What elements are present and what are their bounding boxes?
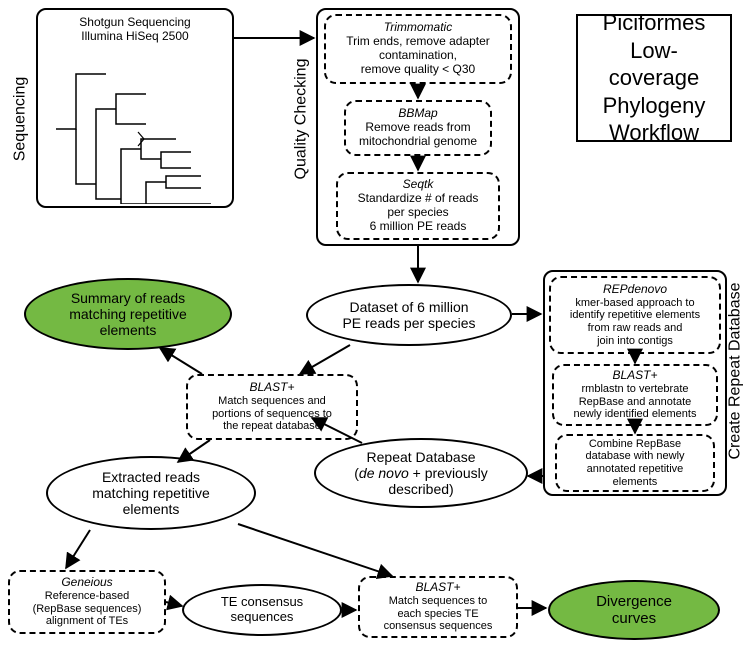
geneious-tool: Geneious — [61, 576, 112, 590]
extracted-l2: matching repetitive — [92, 485, 210, 501]
te-l1: TE consensus — [221, 595, 303, 610]
dataset-l1: Dataset of 6 million — [349, 299, 468, 315]
workflow-canvas: Piciformes Low-coverage Phylogeny Workfl… — [0, 0, 748, 664]
divergence-ellipse: Divergence curves — [548, 580, 720, 640]
summary-ellipse: Summary of reads matching repetitive ele… — [24, 278, 232, 350]
dataset-ellipse: Dataset of 6 million PE reads per specie… — [306, 284, 512, 346]
repdenovo-l2: identify repetitive elements — [570, 309, 700, 322]
repdenovo-l1: kmer-based approach to — [575, 297, 694, 310]
blast-match-l2: portions of sequences to — [212, 408, 332, 421]
repdenovo-l3: from raw reads and — [588, 322, 683, 335]
divergence-l2: curves — [612, 610, 656, 627]
seq-line-1: Shotgun Sequencing — [79, 16, 190, 30]
title-line-4: Workflow — [588, 119, 720, 147]
combine-l1: Combine RepBase — [589, 438, 681, 451]
blast-match-l3: the repeat database — [223, 420, 321, 433]
blast-match-tool: BLAST+ — [249, 381, 294, 395]
blast-te-l3: consensus sequences — [384, 620, 493, 633]
blast-te-l1: Match sequences to — [389, 595, 487, 608]
qc-seqtk-l1: Standardize # of reads — [358, 192, 479, 206]
rmblastn-tool: BLAST+ — [612, 369, 657, 383]
title-line-2: Low-coverage — [588, 37, 720, 92]
repeatdb-ellipse: Repeat Database (de novo + previously de… — [314, 438, 528, 508]
combine-l3: annotated repetitive — [587, 463, 684, 476]
summary-l2: matching repetitive — [69, 306, 187, 322]
repeatdb-l1: Repeat Database — [367, 449, 476, 465]
rmblastn-l2: RepBase and annotate — [579, 396, 692, 409]
qc-seqtk-l2: per species — [387, 206, 448, 220]
geneious-l2: (RepBase sequences) — [33, 603, 142, 616]
rmblastn-l3: newly identified elements — [574, 408, 697, 421]
qc-trim-l2: contamination, — [379, 49, 457, 63]
combine-l2: database with newly — [585, 450, 684, 463]
blast-match-box: BLAST+ Match sequences and portions of s… — [186, 374, 358, 440]
rmblastn-l1: rmblastn to vertebrate — [582, 383, 689, 396]
rmblastn-box: BLAST+ rmblastn to vertebrate RepBase an… — [552, 364, 718, 426]
combine-box: Combine RepBase database with newly anno… — [555, 434, 715, 492]
repdenovo-tool: REPdenovo — [603, 283, 667, 297]
divergence-l1: Divergence — [596, 593, 672, 610]
sequencing-box: Shotgun Sequencing Illumina HiSeq 2500 — [36, 8, 234, 208]
qc-seqtk-l3: 6 million PE reads — [370, 220, 467, 234]
qc-seqtk: Seqtk Standardize # of reads per species… — [336, 172, 500, 240]
geneious-l1: Reference-based — [45, 590, 129, 603]
summary-l1: Summary of reads — [71, 290, 185, 306]
seq-line-2: Illumina HiSeq 2500 — [81, 30, 188, 44]
extracted-l3: elements — [123, 501, 180, 517]
qc-trim-l3: remove quality < Q30 — [361, 63, 475, 77]
repdenovo-l4: join into contigs — [597, 335, 673, 348]
dataset-l2: PE reads per species — [342, 315, 475, 331]
qc-trimmomatic: Trimmomatic Trim ends, remove adapter co… — [324, 14, 512, 84]
qc-bbmap-tool: BBMap — [398, 107, 437, 121]
repdenovo-box: REPdenovo kmer-based approach to identif… — [549, 276, 721, 354]
qc-seqtk-tool: Seqtk — [403, 178, 434, 192]
combine-l4: elements — [613, 476, 658, 489]
qc-bbmap: BBMap Remove reads from mitochondrial ge… — [344, 100, 492, 156]
vlabel-sequencing: Sequencing — [11, 77, 29, 162]
repeatdb-l2: (de novo + previously — [354, 465, 487, 481]
te-consensus-ellipse: TE consensus sequences — [182, 584, 342, 636]
title-line-3: Phylogeny — [588, 92, 720, 120]
extracted-ellipse: Extracted reads matching repetitive elem… — [46, 456, 256, 530]
vlabel-quality: Quality Checking — [292, 59, 310, 180]
blast-match-l1: Match sequences and — [218, 395, 326, 408]
blast-te-tool: BLAST+ — [415, 581, 460, 595]
qc-bbmap-l1: Remove reads from — [365, 121, 470, 135]
blast-te-box: BLAST+ Match sequences to each species T… — [358, 576, 518, 638]
repeatdb-l3: described) — [388, 481, 453, 497]
title-box: Piciformes Low-coverage Phylogeny Workfl… — [576, 14, 732, 142]
qc-bbmap-l2: mitochondrial genome — [359, 135, 477, 149]
vlabel-repeatdb: Create Repeat Database — [727, 283, 745, 460]
qc-trim-l1: Trim ends, remove adapter — [346, 35, 490, 49]
geneious-l3: alignment of TEs — [46, 615, 128, 628]
geneious-box: Geneious Reference-based (RepBase sequen… — [8, 570, 166, 634]
qc-trim-tool: Trimmomatic — [384, 21, 452, 35]
summary-l3: elements — [100, 322, 157, 338]
phylogeny-tree-icon — [46, 54, 224, 204]
te-l2: sequences — [231, 610, 294, 625]
title-line-1: Piciformes — [588, 9, 720, 37]
extracted-l1: Extracted reads — [102, 469, 200, 485]
blast-te-l2: each species TE — [397, 608, 478, 621]
